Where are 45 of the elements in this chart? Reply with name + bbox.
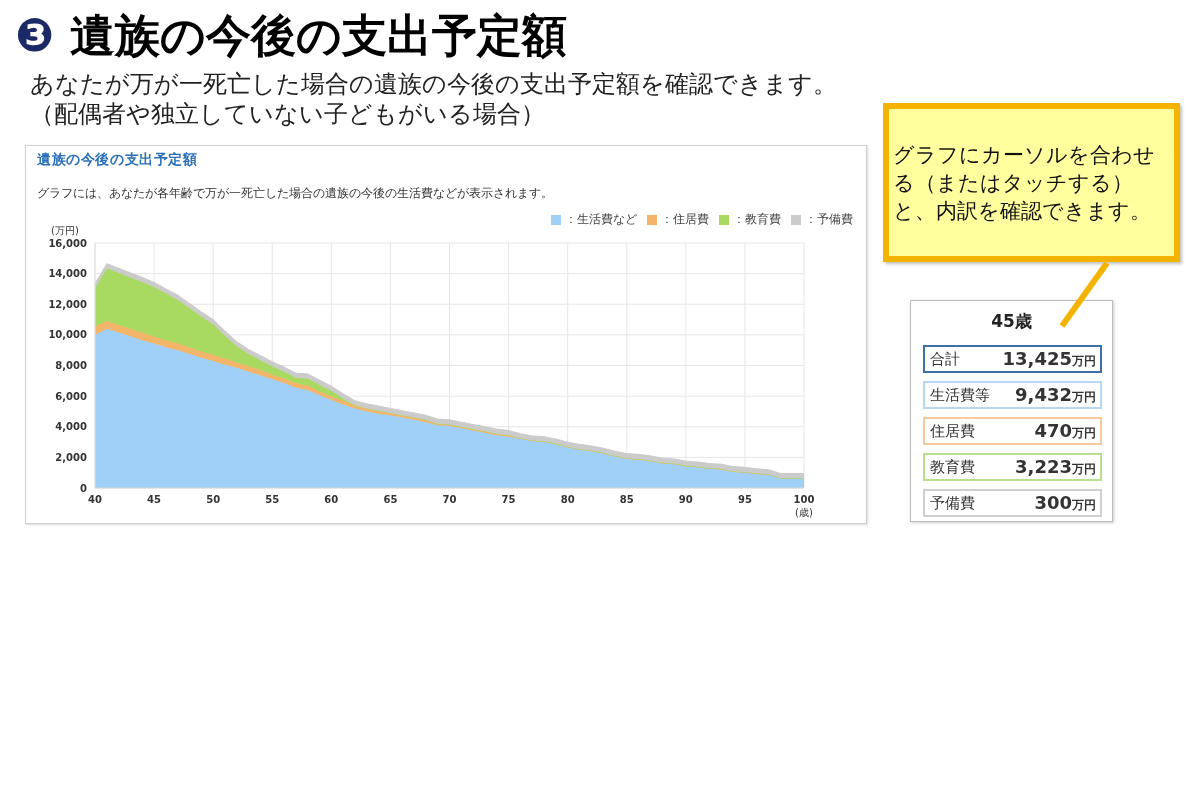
- y-tick-label: 8,000: [55, 360, 88, 372]
- text: 13,425万円: [1002, 348, 1096, 369]
- y-tick-label: 14,000: [48, 268, 88, 280]
- category-label: 合計: [930, 349, 960, 369]
- x-tick-label: 55: [265, 494, 280, 506]
- category-label: 住居費: [930, 421, 975, 441]
- text: 3,223万円: [1015, 456, 1096, 477]
- text: あなたが万が一死亡した場合の遺族の今後の支出予定額を確認できます。: [30, 69, 838, 99]
- chart-title: 遺族の今後の支出予定額: [37, 150, 198, 168]
- text: ❸ 遺族の今後の支出予定額: [15, 8, 568, 63]
- y-tick-label: 0: [80, 482, 88, 494]
- category-label: 生活費等: [930, 385, 990, 405]
- y-tick-label: 12,000: [48, 298, 88, 310]
- x-tick-label: 50: [206, 494, 221, 506]
- legend-label: ：教育費: [733, 212, 781, 226]
- text: 45歳: [990, 310, 1033, 332]
- x-tick-label: 85: [619, 494, 634, 506]
- category-label: 予備費: [930, 493, 975, 513]
- y-tick-label: 6,000: [55, 390, 88, 402]
- y-tick-label: 4,000: [55, 421, 88, 433]
- x-tick-label: 70: [442, 494, 457, 506]
- x-tick-label: 65: [383, 494, 398, 506]
- category-label: 教育費: [930, 457, 975, 477]
- text: （配偶者や独立していない子どもがいる場合）: [30, 99, 546, 129]
- legend-label: ：予備費: [805, 212, 853, 226]
- x-tick-label: 60: [324, 494, 339, 506]
- x-tick-label: 40: [88, 494, 102, 506]
- text: グラフにカーソルを合わせる（またはタッチする）と、内訳を確認できます。: [893, 141, 1156, 225]
- x-tick-label: 80: [560, 494, 575, 506]
- x-tick-label: 75: [501, 494, 516, 506]
- x-tick-label: 90: [678, 494, 693, 506]
- text: 300万円: [1034, 492, 1096, 513]
- legend-label: ：生活費など: [565, 212, 637, 226]
- x-axis-title: (歳): [795, 507, 813, 518]
- y-tick-label: 2,000: [55, 451, 88, 463]
- text: 9,432万円: [1015, 384, 1096, 405]
- legend-label: ：住居費: [661, 212, 709, 226]
- y-tick-label: 16,000: [48, 237, 88, 249]
- text: 470万円: [1034, 420, 1096, 441]
- x-tick-label: 45: [147, 494, 162, 506]
- y-tick-label: 10,000: [48, 329, 88, 341]
- chart-subtitle: グラフには、あなたが各年齢で万が一死亡した場合の遺族の今後の生活費などが表示されます。: [37, 186, 553, 200]
- x-tick-label: 95: [737, 494, 752, 506]
- y-axis-title: (万円): [51, 225, 79, 236]
- x-tick-label: 100: [793, 494, 815, 506]
